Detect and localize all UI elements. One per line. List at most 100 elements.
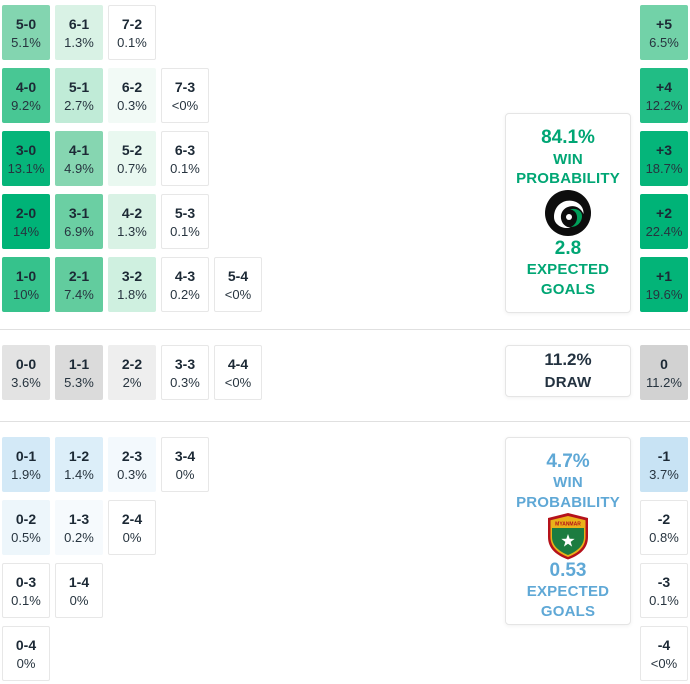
score-label: 0-2 xyxy=(15,510,37,527)
score-label: 3-3 xyxy=(174,355,196,372)
score-row: 1-0 10% 2-1 7.4% 3-2 1.8% 4-3 0.2% 5-4 <0% xyxy=(2,257,262,312)
score-cell-3-0: 3-0 13.1% xyxy=(2,131,50,186)
goal-diff-cell-plus-4: +4 12.2% xyxy=(640,68,688,123)
home-expected-goals-value: 2.8 xyxy=(554,237,582,259)
score-cell-4-1: 4-1 4.9% xyxy=(55,131,103,186)
score-label: 2-3 xyxy=(121,447,143,464)
draw-score-grid: 0-0 3.6% 1-1 5.3% 2-2 2% 3-3 0.3% 4-4 <0% xyxy=(2,345,262,400)
probability-label: 3.7% xyxy=(649,466,679,482)
score-label: 6-1 xyxy=(68,15,90,32)
score-label: 5-1 xyxy=(68,78,90,95)
score-row: 0-1 1.9% 1-2 1.4% 2-3 0.3% 3-4 0% xyxy=(2,437,209,492)
score-label: 2-2 xyxy=(121,355,143,372)
probability-label: 22.4% xyxy=(645,223,683,239)
probability-label: <0% xyxy=(171,97,199,113)
probability-label: 1.3% xyxy=(64,34,94,50)
score-label: 0 xyxy=(660,355,668,372)
score-label: 1-1 xyxy=(68,355,90,372)
score-label: 1-0 xyxy=(15,267,37,284)
probability-label: 0.7% xyxy=(117,160,147,176)
score-label: 4-1 xyxy=(68,141,90,158)
probability-label: 0.3% xyxy=(170,374,200,390)
score-cell-1-0: 1-0 10% xyxy=(2,257,50,312)
probability-label: 7.4% xyxy=(64,286,94,302)
score-label: 2-1 xyxy=(68,267,90,284)
score-cell-7-3: 7-3 <0% xyxy=(161,68,209,123)
score-cell-2-4: 2-4 0% xyxy=(108,500,156,555)
probability-label: 4.9% xyxy=(64,160,94,176)
home-win-panel: 84.1% WIN PROBABILITY 2.8 EXPECTED GOALS xyxy=(505,113,631,313)
score-label: 3-4 xyxy=(174,447,196,464)
score-cell-6-2: 6-2 0.3% xyxy=(108,68,156,123)
probability-label: 0.1% xyxy=(117,34,147,50)
score-row: 3-0 13.1% 4-1 4.9% 5-2 0.7% 6-3 0.1% xyxy=(2,131,262,186)
away-expected-goals-label: EXPECTED GOALS xyxy=(526,583,610,620)
probability-label: 1.4% xyxy=(64,466,94,482)
score-cell-1-2: 1-2 1.4% xyxy=(55,437,103,492)
score-cell-1-4: 1-4 0% xyxy=(55,563,103,618)
score-label: 4-0 xyxy=(15,78,37,95)
probability-label: 6.5% xyxy=(649,34,679,50)
probability-label: 9.2% xyxy=(11,97,41,113)
score-label: 7-3 xyxy=(174,78,196,95)
goal-diff-cell-0: 0 11.2% xyxy=(640,345,688,400)
score-label: 5-2 xyxy=(121,141,143,158)
score-cell-4-3: 4-3 0.2% xyxy=(161,257,209,312)
home-win-probability-label: WIN PROBABILITY xyxy=(516,150,620,188)
score-cell-1-3: 1-3 0.2% xyxy=(55,500,103,555)
score-row: 0-3 0.1% 1-4 0% xyxy=(2,563,209,618)
probability-label: 1.9% xyxy=(11,466,41,482)
probability-label: 5.3% xyxy=(64,374,94,390)
home-team-logo xyxy=(544,189,592,237)
score-row: 0-2 0.5% 1-3 0.2% 2-4 0% xyxy=(2,500,209,555)
goal-diff-cell-minus-1: -1 3.7% xyxy=(640,437,688,492)
score-label: -3 xyxy=(657,573,671,590)
probability-label: 11.2% xyxy=(646,374,682,390)
score-row: 0-0 3.6% 1-1 5.3% 2-2 2% 3-3 0.3% 4-4 <0% xyxy=(2,345,262,400)
away-win-section: 0-1 1.9% 1-2 1.4% 2-3 0.3% 3-4 0% 0-2 0.5% 1-3 0.2%… xyxy=(0,422,690,684)
score-label: 5-0 xyxy=(15,15,37,32)
score-label: 1-3 xyxy=(68,510,90,527)
probability-label: 0.3% xyxy=(117,97,147,113)
probability-label: 19.6% xyxy=(645,286,683,302)
score-label: 3-1 xyxy=(68,204,90,221)
score-label: 4-2 xyxy=(121,204,143,221)
score-cell-5-2: 5-2 0.7% xyxy=(108,131,156,186)
score-cell-3-1: 3-1 6.9% xyxy=(55,194,103,249)
away-team-crest-icon: MYANMAR xyxy=(548,513,588,560)
score-cell-7-2: 7-2 0.1% xyxy=(108,5,156,60)
score-label: +2 xyxy=(656,204,672,221)
score-label: 7-2 xyxy=(121,15,143,32)
score-cell-1-1: 1-1 5.3% xyxy=(55,345,103,400)
score-cell-0-4: 0-4 0% xyxy=(2,626,50,681)
probability-label: 0.2% xyxy=(170,286,200,302)
probability-label: 0% xyxy=(122,529,142,545)
probability-label: 12.2% xyxy=(645,97,683,113)
score-label: 1-2 xyxy=(68,447,90,464)
score-row: 0-4 0% xyxy=(2,626,209,681)
score-row: 2-0 14% 3-1 6.9% 4-2 1.3% 5-3 0.1% xyxy=(2,194,262,249)
score-cell-2-1: 2-1 7.4% xyxy=(55,257,103,312)
score-label: 6-2 xyxy=(121,78,143,95)
draw-label: DRAW xyxy=(544,373,592,391)
goal-diff-cell-minus-2: -2 0.8% xyxy=(640,500,688,555)
score-label: 2-0 xyxy=(15,204,37,221)
score-label: +3 xyxy=(656,141,672,158)
score-row: 5-0 5.1% 6-1 1.3% 7-2 0.1% xyxy=(2,5,262,60)
score-cell-0-3: 0-3 0.1% xyxy=(2,563,50,618)
away-expected-goals-value: 0.53 xyxy=(549,560,587,581)
goal-diff-cell-plus-2: +2 22.4% xyxy=(640,194,688,249)
probability-label: 0.1% xyxy=(170,223,200,239)
score-row: 4-0 9.2% 5-1 2.7% 6-2 0.3% 7-3 <0% xyxy=(2,68,262,123)
score-cell-5-4: 5-4 <0% xyxy=(214,257,262,312)
probability-label: 14% xyxy=(12,223,40,239)
score-label: -1 xyxy=(657,447,671,464)
score-label: +4 xyxy=(656,78,672,95)
probability-label: <0% xyxy=(224,374,252,390)
probability-label: 0% xyxy=(16,655,36,671)
probability-label: 5.1% xyxy=(11,34,41,50)
score-cell-2-2: 2-2 2% xyxy=(108,345,156,400)
score-label: 6-3 xyxy=(174,141,196,158)
away-team-logo: MYANMAR xyxy=(546,512,590,560)
